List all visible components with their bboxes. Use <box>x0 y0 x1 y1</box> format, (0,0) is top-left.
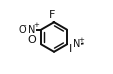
Text: N: N <box>72 39 79 49</box>
Text: F: F <box>48 10 55 20</box>
Text: +: + <box>33 22 38 28</box>
Text: I: I <box>69 44 72 54</box>
Text: O: O <box>19 25 26 35</box>
Text: +: + <box>77 37 83 43</box>
Text: N: N <box>28 25 35 35</box>
Text: ⁻: ⁻ <box>71 39 76 48</box>
Text: -: - <box>24 23 26 29</box>
Text: O: O <box>27 35 36 45</box>
